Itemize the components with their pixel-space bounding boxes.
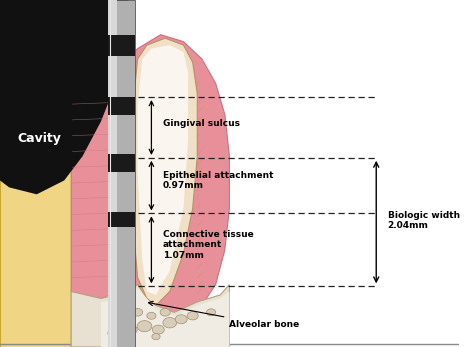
Circle shape (152, 333, 160, 340)
Circle shape (109, 316, 125, 329)
Circle shape (207, 309, 216, 316)
Circle shape (108, 330, 117, 337)
Bar (108, 154, 136, 172)
Polygon shape (124, 35, 229, 316)
Polygon shape (71, 62, 124, 298)
Polygon shape (133, 38, 197, 305)
Circle shape (160, 308, 170, 316)
Bar (108, 0, 136, 347)
Circle shape (137, 321, 152, 332)
Bar (108, 97, 136, 115)
Text: Cavity: Cavity (17, 132, 61, 145)
Text: Gingival sulcus: Gingival sulcus (163, 119, 240, 128)
Bar (0, 0, 71, 347)
Circle shape (163, 318, 177, 328)
Circle shape (152, 325, 164, 334)
Circle shape (187, 312, 198, 320)
Circle shape (118, 308, 129, 316)
Polygon shape (71, 0, 128, 62)
Circle shape (147, 312, 156, 319)
Text: Connective tissue
attachment
1.07mm: Connective tissue attachment 1.07mm (163, 230, 254, 260)
Polygon shape (71, 285, 229, 347)
Polygon shape (0, 0, 128, 194)
Bar (108, 0, 118, 347)
Bar (108, 212, 136, 227)
Polygon shape (137, 45, 188, 295)
Text: Biologic width
2.04mm: Biologic width 2.04mm (388, 211, 460, 230)
Text: Alveolar bone: Alveolar bone (148, 301, 300, 329)
Circle shape (133, 308, 143, 316)
Circle shape (124, 325, 137, 335)
Polygon shape (101, 288, 229, 347)
Circle shape (175, 315, 187, 324)
Bar (108, 35, 136, 56)
Text: Epithelial attachment
0.97mm: Epithelial attachment 0.97mm (163, 171, 273, 190)
